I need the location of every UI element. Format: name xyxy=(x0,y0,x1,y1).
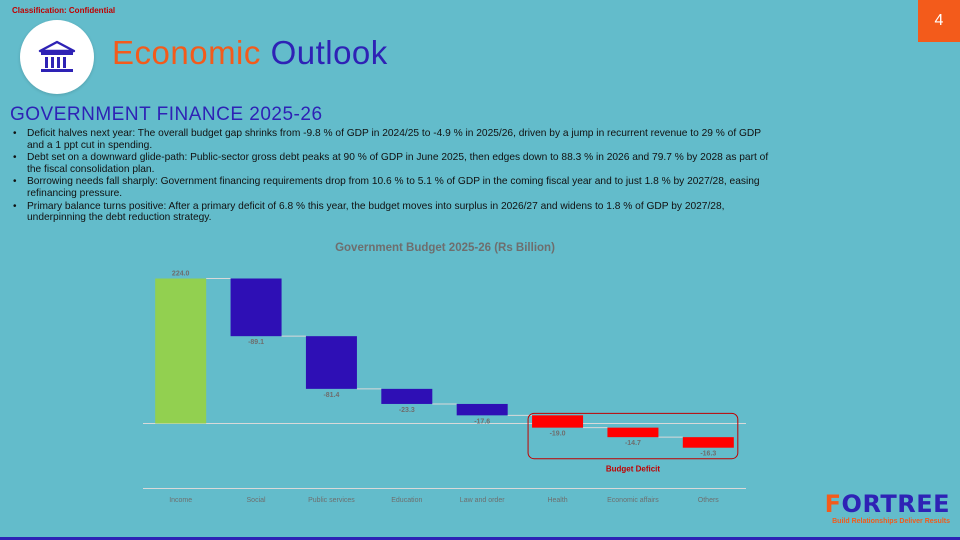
section-heading: GOVERNMENT FINANCE 2025-26 xyxy=(10,104,323,125)
page-number: 4 xyxy=(918,0,960,42)
bank-building-icon xyxy=(38,40,76,72)
data-label: -81.4 xyxy=(323,392,339,399)
brand-name: FORTREE xyxy=(825,491,950,517)
bullet-text: Debt set on a downward glide-path: Publi… xyxy=(27,152,769,175)
page-title: Economic Outlook xyxy=(112,34,388,72)
brand-name-first: F xyxy=(824,490,842,518)
category-label: Health xyxy=(547,497,567,504)
bar-others xyxy=(682,437,734,448)
category-label: Law and order xyxy=(460,497,505,504)
title-word-economic: Economic xyxy=(112,34,261,71)
bar-social xyxy=(230,278,282,337)
data-label: -19.0 xyxy=(550,431,566,438)
title-word-outlook: Outlook xyxy=(270,34,388,71)
data-label: -16.3 xyxy=(700,451,716,458)
data-label: -14.7 xyxy=(625,440,641,447)
category-label: Others xyxy=(698,497,720,504)
data-label: -17.6 xyxy=(474,418,490,425)
category-label: Education xyxy=(391,497,422,504)
classification-label: Classification: Confidential xyxy=(12,6,116,15)
bullet-item: • Borrowing needs fall sharply: Governmen… xyxy=(13,176,760,199)
category-label: Social xyxy=(247,497,267,504)
bullet-item: • Debt set on a downward glide-path: Publ… xyxy=(13,152,769,175)
bullet-item: • Primary balance turns positive: After a… xyxy=(13,200,725,224)
data-label: -89.1 xyxy=(248,339,264,346)
bullet-text: Primary balance turns positive: After a … xyxy=(27,200,725,224)
brand-logo: FORTREE Build Relationships Deliver Resu… xyxy=(825,491,950,525)
bar-income xyxy=(155,278,207,424)
category-label: Income xyxy=(169,497,192,504)
data-label: 224.0 xyxy=(172,271,190,278)
chart-annotation-group: Budget Deficit xyxy=(527,412,739,474)
bar-law-and-order xyxy=(456,403,508,416)
category-label: Economic affairs xyxy=(607,497,659,504)
bullet-text: Borrowing needs fall sharply: Government… xyxy=(27,176,760,199)
bottom-accent-line xyxy=(0,537,960,540)
brand-tagline: Build Relationships Deliver Results xyxy=(832,518,950,525)
chart-title: Government Budget 2025-26 (Rs Billion) xyxy=(335,242,555,254)
brand-name-rest: ORTREE xyxy=(841,490,950,518)
bar-education xyxy=(381,388,433,404)
bar-public-services xyxy=(305,336,357,389)
bullet-text: Deficit halves next year: The overall bu… xyxy=(27,128,761,151)
chart-marks: 224.0 Income -89.1 Social -81.4 Public servic… xyxy=(143,271,746,504)
budget-deficit-box xyxy=(527,412,739,460)
bullet-list: • Deficit halves next year: The overall b… xyxy=(10,128,780,225)
bar-economic-affairs xyxy=(607,427,659,438)
data-label: -23.3 xyxy=(399,407,415,414)
bar-health xyxy=(532,415,584,428)
category-label: Public services xyxy=(308,497,355,504)
budget-deficit-label: Budget Deficit xyxy=(606,465,661,474)
section-logo xyxy=(20,20,94,94)
bullet-item: • Deficit halves next year: The overall b… xyxy=(13,128,761,151)
